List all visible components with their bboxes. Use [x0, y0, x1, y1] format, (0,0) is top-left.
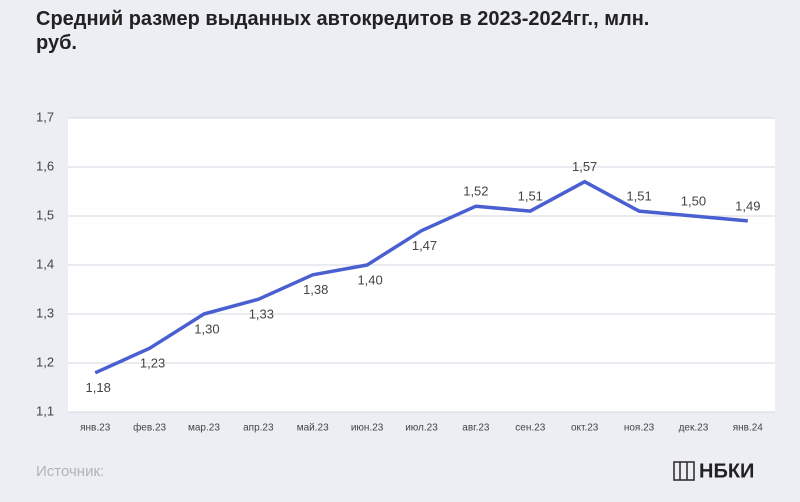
y-tick-label: 1,1	[36, 403, 54, 418]
value-label: 1,47	[412, 238, 437, 253]
x-tick-label: дек.23	[679, 423, 709, 434]
value-label: 1,33	[249, 307, 274, 322]
x-tick-label: апр.23	[243, 423, 274, 434]
y-tick-label: 1,7	[36, 109, 54, 124]
y-tick-label: 1,6	[36, 158, 54, 173]
x-tick-label: сен.23	[515, 423, 545, 434]
x-tick-label: окт.23	[571, 423, 599, 434]
value-label: 1,49	[735, 198, 760, 213]
x-tick-label: янв.23	[80, 423, 111, 434]
value-label: 1,57	[572, 159, 597, 174]
y-tick-label: 1,2	[36, 354, 54, 369]
logo: НБКИ	[699, 460, 754, 482]
x-tick-label: июн.23	[351, 423, 384, 434]
x-tick-label: фев.23	[133, 422, 166, 434]
x-tick-label: авг.23	[462, 423, 490, 434]
x-tick-label: ноя.23	[624, 423, 655, 434]
source: Источник:	[36, 463, 104, 480]
y-tick-label: 1,4	[36, 256, 54, 271]
value-label: 1,38	[303, 282, 328, 297]
y-tick-label: 1,5	[36, 207, 54, 222]
value-label: 1,18	[86, 380, 111, 395]
value-label: 1,23	[140, 356, 165, 371]
x-tick-label: май.23	[297, 423, 329, 434]
x-tick-label: мар.23	[188, 423, 220, 434]
line	[94, 179, 748, 375]
value-label: 1,51	[626, 189, 651, 204]
x-tick-label: янв.24	[733, 423, 764, 434]
value-label: 1,51	[518, 189, 543, 204]
value-label: 1,52	[463, 184, 488, 199]
value-label: 1,40	[357, 272, 382, 287]
x-tick-label: июл.23	[405, 423, 438, 434]
value-label: 1,30	[194, 321, 219, 336]
chart-title: Средний размер выданных автокредитов в 2…	[36, 8, 649, 54]
y-tick-label: 1,3	[36, 305, 54, 320]
value-label: 1,50	[681, 193, 706, 208]
logo-icon	[673, 461, 695, 481]
